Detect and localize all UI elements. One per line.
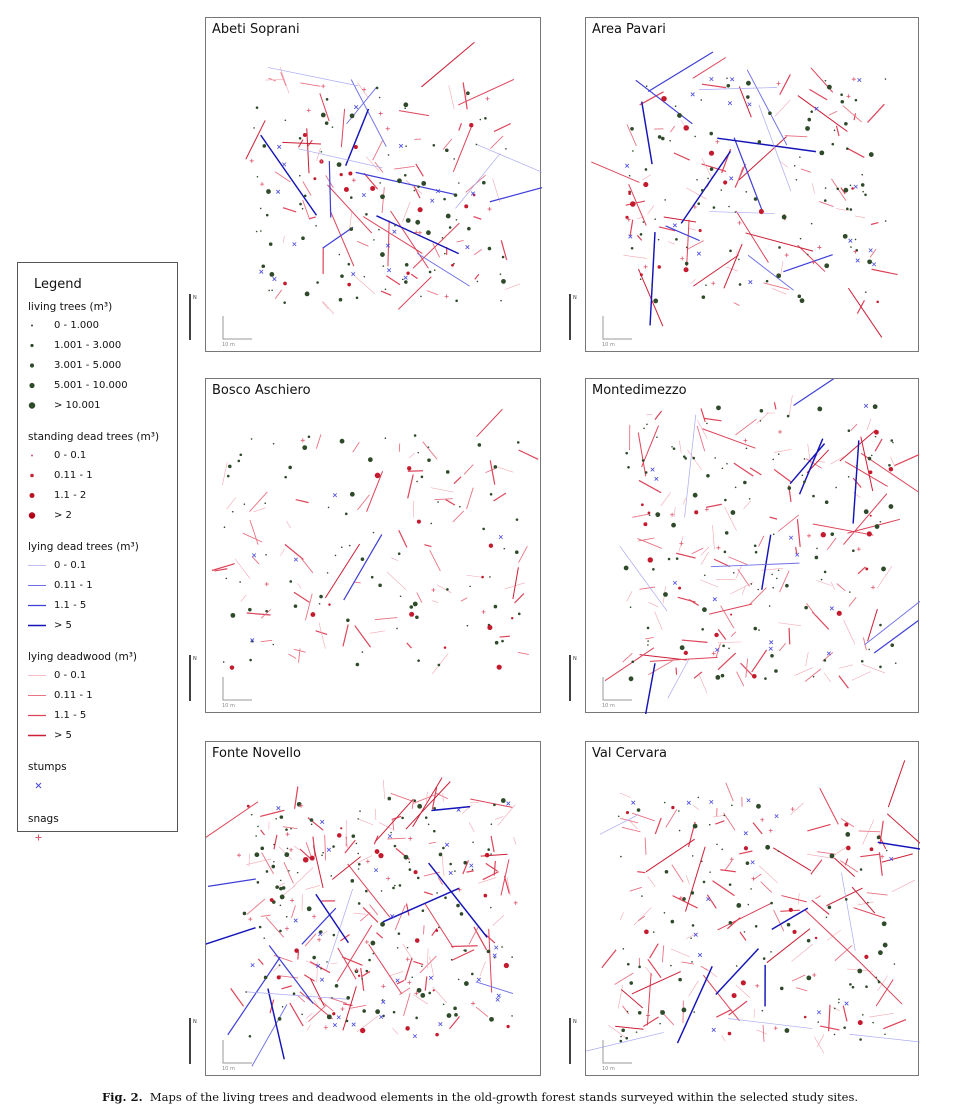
panel-title: Montedimezzo — [592, 383, 687, 398]
legend-item-label: 0 - 1.000 — [54, 320, 99, 331]
legend-symbol-dot — [30, 473, 34, 478]
north-arrow-icon: N — [568, 653, 577, 703]
scale-bar-icon — [222, 677, 252, 701]
forest-map — [245, 41, 542, 315]
north-label: N — [573, 295, 577, 301]
legend-group-heading: lying deadwood (m³) — [28, 651, 137, 663]
legend-symbol-line — [28, 565, 46, 566]
legend-group-heading: living trees (m³) — [28, 301, 113, 313]
north-label: N — [193, 656, 197, 662]
forest-map — [591, 51, 898, 338]
legend-symbol-dot — [29, 382, 35, 389]
legend-group-heading: lying dead trees (m³) — [28, 541, 139, 553]
scale-bar-icon — [602, 316, 632, 340]
legend-symbol-dot — [31, 324, 33, 327]
panel-title: Fonte Novello — [212, 746, 301, 761]
forest-map — [206, 777, 518, 1067]
legend-symbol-dot — [28, 402, 36, 409]
legend-item-label: > 5 — [54, 730, 72, 741]
north-label: N — [573, 1019, 577, 1025]
legend-item-label: 1.1 - 5 — [54, 600, 87, 611]
legend-symbol-dot — [31, 454, 33, 457]
legend-item-label: 1.001 - 3.000 — [54, 340, 122, 351]
legend-symbol-line — [28, 695, 46, 696]
scale-label: 10 m — [602, 703, 615, 709]
legend-title: Legend — [34, 277, 82, 292]
scale-label: 10 m — [222, 703, 235, 709]
map-panel-area-pavari: Area Pavari 10 m — [585, 17, 919, 352]
legend-item-label: 5.001 - 10.000 — [54, 380, 128, 391]
north-arrow-icon: N — [568, 1016, 577, 1066]
legend-group-heading: snags — [28, 813, 59, 825]
legend-item-label: 0 - 0.1 — [54, 560, 87, 571]
map-panel-abeti-soprani: Abeti Soprani 10 m — [205, 17, 542, 352]
legend-item-label: 0 - 0.1 — [54, 670, 87, 681]
panel-title: Area Pavari — [592, 22, 666, 37]
caption-text: Maps of the living trees and deadwood el… — [149, 1090, 859, 1104]
scale-label: 10 m — [602, 342, 615, 348]
legend-item-label: > 2 — [54, 510, 72, 521]
scale-label: 10 m — [602, 1066, 615, 1072]
north-arrow-icon: N — [188, 1016, 197, 1066]
scale-label: 10 m — [222, 342, 235, 348]
legend-symbol-line — [28, 585, 46, 586]
map-legend: Legend living trees (m³) 0 - 1.000 1.001 -… — [17, 262, 178, 841]
legend-item-label: 0.11 - 1 — [54, 580, 93, 591]
legend-item-label: 1.1 - 2 — [54, 490, 87, 501]
legend-symbol-dot — [29, 363, 35, 368]
legend-symbol-line — [28, 734, 46, 737]
legend-item-label: > 10.001 — [54, 400, 101, 411]
legend-symbol-dot — [29, 493, 35, 498]
panel-title: Abeti Soprani — [212, 22, 300, 37]
north-arrow-icon: N — [568, 292, 577, 342]
panel-title: Bosco Aschiero — [212, 383, 311, 398]
legend-symbol-plus — [35, 834, 42, 841]
scale-bar-icon — [602, 1040, 632, 1064]
north-arrow-icon: N — [188, 292, 197, 342]
legend-symbol-x — [35, 782, 42, 789]
north-label: N — [193, 1019, 197, 1025]
legend-item-label: > 5 — [54, 620, 72, 631]
scale-bar-icon — [602, 677, 632, 701]
legend-symbol-dot — [30, 343, 34, 348]
caption-label: Fig. 2. — [101, 1090, 143, 1104]
legend-symbol-line — [28, 604, 46, 607]
figure-caption: Fig. 2. Maps of the living trees and dea… — [30, 1090, 930, 1104]
north-arrow-icon: N — [188, 653, 197, 703]
legend-item-label: 3.001 - 5.000 — [54, 360, 122, 371]
legend-group-heading: stumps — [28, 761, 67, 773]
legend-item-label: 0.11 - 1 — [54, 690, 93, 701]
north-label: N — [193, 295, 197, 301]
forest-map — [211, 408, 539, 675]
forest-map — [604, 379, 920, 714]
scale-bar-icon — [222, 316, 252, 340]
map-panel-val-cervara: Val Cervara 10 m — [585, 741, 920, 1076]
legend-item-label: 0.11 - 1 — [54, 470, 93, 481]
legend-item-label: 1.1 - 5 — [54, 710, 87, 721]
scale-label: 10 m — [222, 1066, 235, 1072]
legend-group-heading: standing dead trees (m³) — [28, 431, 160, 443]
map-panel-fonte-novello: Fonte Novello 10 m — [205, 741, 541, 1076]
forest-map — [586, 760, 920, 1054]
legend-symbol-dot — [28, 512, 36, 519]
legend-symbol-line — [28, 624, 46, 627]
panel-title: Val Cervara — [592, 746, 667, 761]
legend-symbol-line — [28, 675, 46, 676]
map-panel-bosco-aschiero: Bosco Aschiero 10 m — [205, 378, 541, 713]
scale-bar-icon — [222, 1040, 252, 1064]
north-label: N — [573, 656, 577, 662]
legend-symbol-line — [28, 714, 46, 717]
legend-item-label: 0 - 0.1 — [54, 450, 87, 461]
map-panel-montedimezzo: Montedimezzo 10 m — [585, 378, 920, 714]
